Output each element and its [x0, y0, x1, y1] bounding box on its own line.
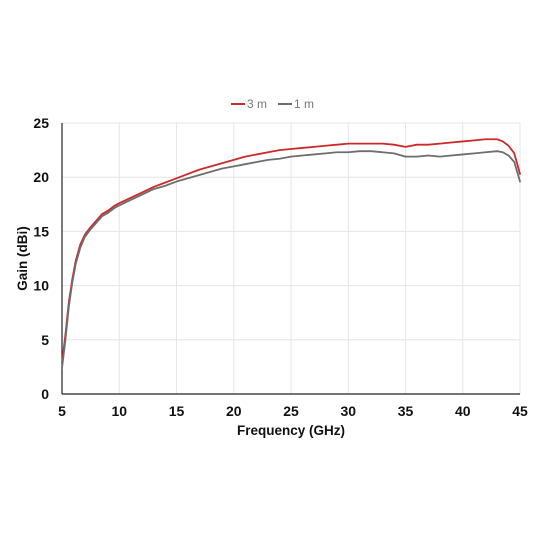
y-tick-label: 15 [33, 223, 49, 239]
y-tick-label: 0 [41, 386, 49, 402]
x-tick-label: 35 [398, 403, 414, 419]
series-line-1m [61, 150, 521, 369]
x-tick-label: 15 [169, 403, 185, 419]
y-tick-label: 10 [33, 278, 49, 294]
x-tick-label: 30 [340, 403, 356, 419]
y-axis-label: Gain (dBi) [15, 226, 30, 291]
series-lines [61, 138, 521, 369]
y-tick-label: 25 [33, 115, 49, 131]
series-line-3m [61, 138, 521, 365]
y-tick-label: 20 [33, 169, 49, 185]
legend: 3 m 1 m [231, 97, 314, 111]
x-tick-label: 5 [58, 403, 66, 419]
legend-label: 1 m [294, 97, 314, 111]
y-tick-label: 5 [41, 332, 49, 348]
x-axis-label: Frequency (GHz) [237, 423, 345, 438]
x-tick-label: 40 [455, 403, 471, 419]
x-tick-label: 20 [226, 403, 242, 419]
legend-label: 3 m [247, 97, 267, 111]
grid [61, 122, 521, 395]
x-tick-label: 45 [512, 403, 528, 419]
x-tick-label: 10 [111, 403, 127, 419]
x-tick-label: 25 [283, 403, 299, 419]
